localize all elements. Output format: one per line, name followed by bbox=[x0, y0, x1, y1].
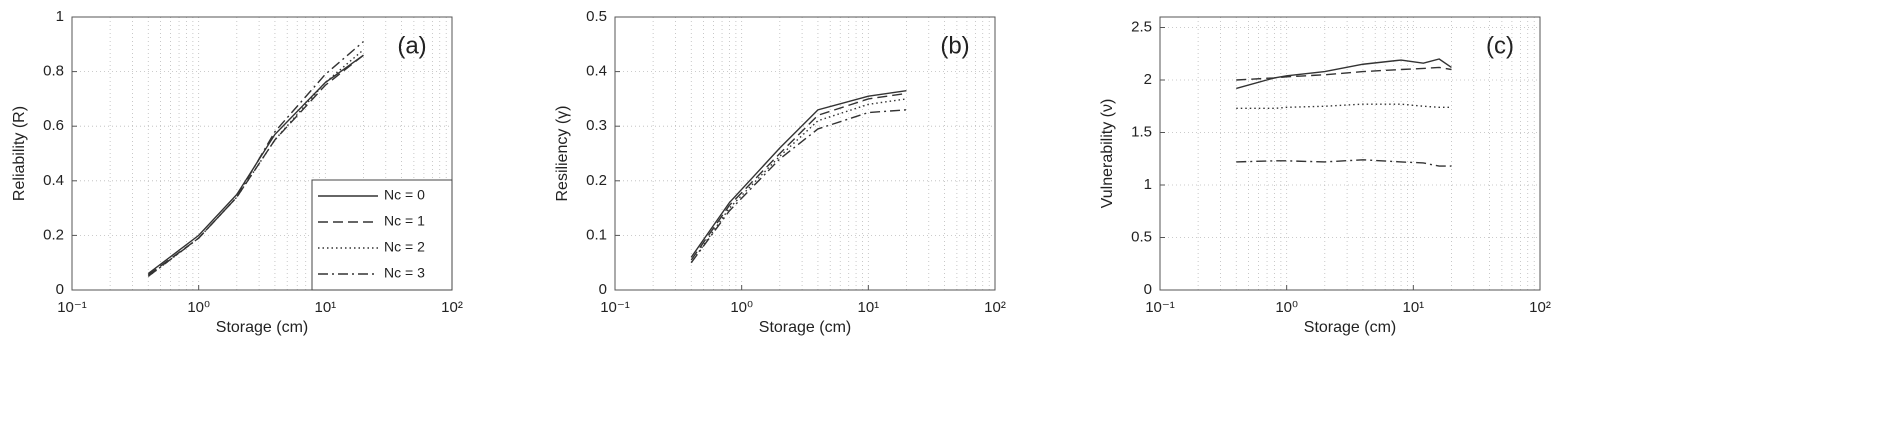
y-tick-label: 0.6 bbox=[43, 117, 64, 134]
legend-label: Nc = 0 bbox=[384, 187, 425, 203]
legend-label: Nc = 3 bbox=[384, 265, 425, 281]
series-line bbox=[690, 98, 907, 264]
y-tick-label: 0.4 bbox=[586, 63, 607, 80]
y-tick-label: 0.5 bbox=[1131, 228, 1152, 245]
series-line bbox=[1236, 66, 1452, 81]
x-tick-label: 10² bbox=[984, 299, 1006, 316]
x-tick-label: 10⁻¹ bbox=[57, 299, 87, 316]
y-tick-label: 1 bbox=[1144, 176, 1152, 193]
panel: 10⁻¹ 10⁰ 10¹ 10² 0 0.5 1 1.5 2 2.5 Storage (cm) Vul… bbox=[1099, 16, 1551, 336]
x-tick-label: 10¹ bbox=[1402, 299, 1424, 316]
x-tick-label: 10¹ bbox=[314, 299, 336, 316]
series-line bbox=[690, 109, 907, 264]
y-axis-label: Reliability (R) bbox=[11, 106, 28, 201]
y-tick-label: 0 bbox=[599, 281, 607, 298]
x-tick-label: 10⁰ bbox=[730, 299, 753, 316]
panel-label: (a) bbox=[397, 32, 426, 59]
series-line bbox=[147, 49, 364, 277]
series-line bbox=[690, 92, 907, 261]
series-line bbox=[1236, 159, 1452, 167]
y-tick-label: 0.3 bbox=[586, 117, 607, 134]
y-tick-label: 2 bbox=[1144, 71, 1152, 88]
x-axis-label: Storage (cm) bbox=[216, 319, 308, 336]
x-tick-label: 10¹ bbox=[857, 299, 879, 316]
x-axis-label: Storage (cm) bbox=[759, 319, 851, 336]
panel-label: (b) bbox=[940, 32, 969, 59]
plot-frame bbox=[614, 16, 996, 291]
x-axis-label: Storage (cm) bbox=[1304, 319, 1396, 336]
y-tick-label: 1 bbox=[56, 8, 64, 25]
y-tick-label: 0.2 bbox=[586, 172, 607, 189]
x-tick-label: 10⁻¹ bbox=[1145, 299, 1175, 316]
x-tick-label: 10⁻¹ bbox=[600, 299, 630, 316]
y-tick-label: 0.2 bbox=[43, 226, 64, 243]
y-axis-label: Resiliency (γ) bbox=[554, 105, 571, 201]
plot-frame bbox=[71, 16, 453, 291]
panel-label: (c) bbox=[1486, 32, 1514, 59]
y-tick-label: 0.4 bbox=[43, 172, 64, 189]
x-tick-label: 10² bbox=[441, 299, 463, 316]
legend-label: Nc = 2 bbox=[384, 239, 425, 255]
series-line bbox=[1236, 103, 1452, 110]
series-line bbox=[1236, 58, 1452, 90]
y-tick-label: 0.5 bbox=[586, 8, 607, 25]
y-tick-label: 0 bbox=[56, 281, 64, 298]
y-tick-label: 2.5 bbox=[1131, 18, 1152, 35]
panel: 10⁻¹ 10⁰ 10¹ 10² 0 0.2 0.4 0.6 0.8 1 Storage (cm) R… bbox=[11, 8, 463, 336]
legend-box bbox=[311, 179, 453, 291]
y-tick-label: 0.8 bbox=[43, 63, 64, 80]
plot-frame bbox=[1159, 16, 1541, 291]
x-tick-label: 10² bbox=[1529, 299, 1551, 316]
y-tick-label: 1.5 bbox=[1131, 123, 1152, 140]
legend: Nc = 0 Nc = 1 Nc = 2 Nc = 3 bbox=[311, 179, 453, 291]
y-tick-label: 0.1 bbox=[586, 226, 607, 243]
panel: 10⁻¹ 10⁰ 10¹ 10² 0 0.1 0.2 0.3 0.4 0.5 Storage (cm… bbox=[554, 8, 1006, 336]
y-tick-label: 0 bbox=[1144, 281, 1152, 298]
series-line bbox=[690, 90, 907, 258]
series-line bbox=[147, 54, 364, 275]
x-tick-label: 10⁰ bbox=[1275, 299, 1298, 316]
legend-label: Nc = 1 bbox=[384, 213, 425, 229]
y-axis-label: Vulnerability (ν) bbox=[1099, 99, 1116, 209]
x-tick-label: 10⁰ bbox=[187, 299, 210, 316]
